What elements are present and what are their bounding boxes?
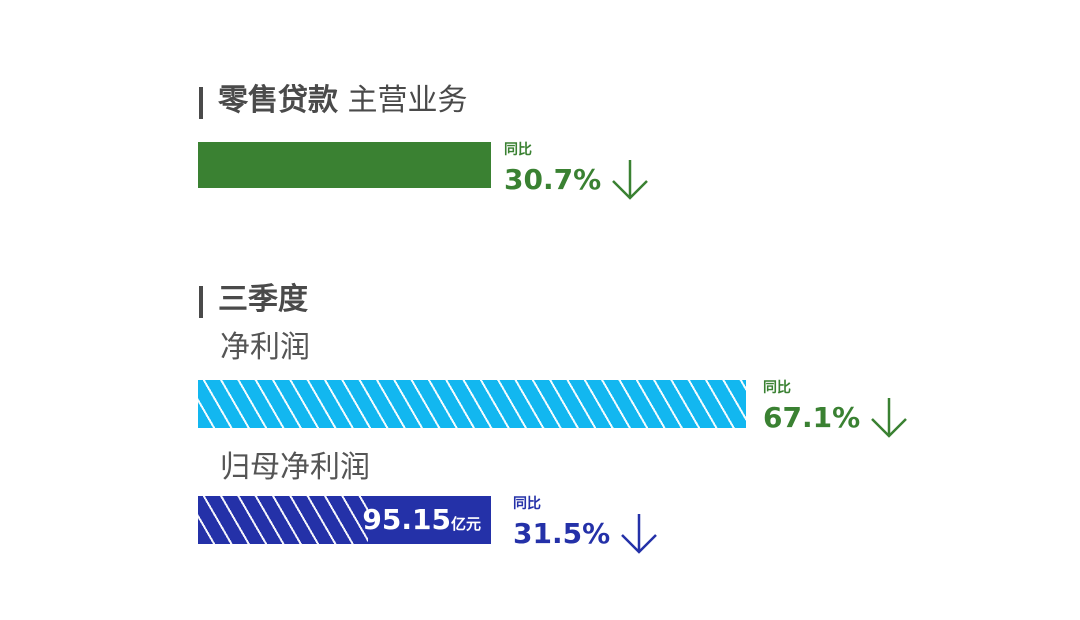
yoy-value: 30.7%: [504, 163, 602, 196]
section1-heading: 零售贷款 主营业务: [218, 83, 468, 119]
section-marker: [199, 286, 203, 318]
parent-net-profit-bar: 95.15亿元: [198, 496, 491, 544]
retail-loan-bar: [198, 142, 491, 188]
section1-title-light: 主营业务: [338, 83, 468, 118]
parent-net-profit-yoy: 同比 31.5%: [513, 496, 659, 556]
bar-unit: 亿元: [450, 515, 481, 533]
yoy-label: 同比: [513, 496, 541, 512]
parent-net-profit-label: 归母净利润: [220, 450, 370, 485]
bar-value-label: 95.15亿元: [362, 504, 481, 536]
net-profit-bar: [198, 380, 746, 428]
bar-value: 95.15: [362, 503, 451, 536]
retail-yoy: 同比 30.7%: [504, 142, 650, 202]
yoy-label: 同比: [504, 142, 532, 158]
section1-title-bold: 零售贷款: [218, 83, 338, 118]
section2-title: 三季度: [218, 282, 308, 317]
arrow-down-icon: [871, 398, 908, 438]
section-marker: [199, 87, 203, 119]
yoy-value: 67.1%: [763, 401, 861, 434]
arrow-down-icon: [621, 514, 658, 554]
net-profit-yoy: 同比 67.1%: [763, 380, 909, 440]
section2-heading: 三季度: [218, 282, 308, 318]
net-profit-label: 净利润: [220, 330, 310, 365]
arrow-down-icon: [612, 160, 649, 200]
yoy-label: 同比: [763, 380, 791, 396]
bar-hatch: [198, 496, 368, 544]
yoy-value: 31.5%: [513, 517, 611, 550]
